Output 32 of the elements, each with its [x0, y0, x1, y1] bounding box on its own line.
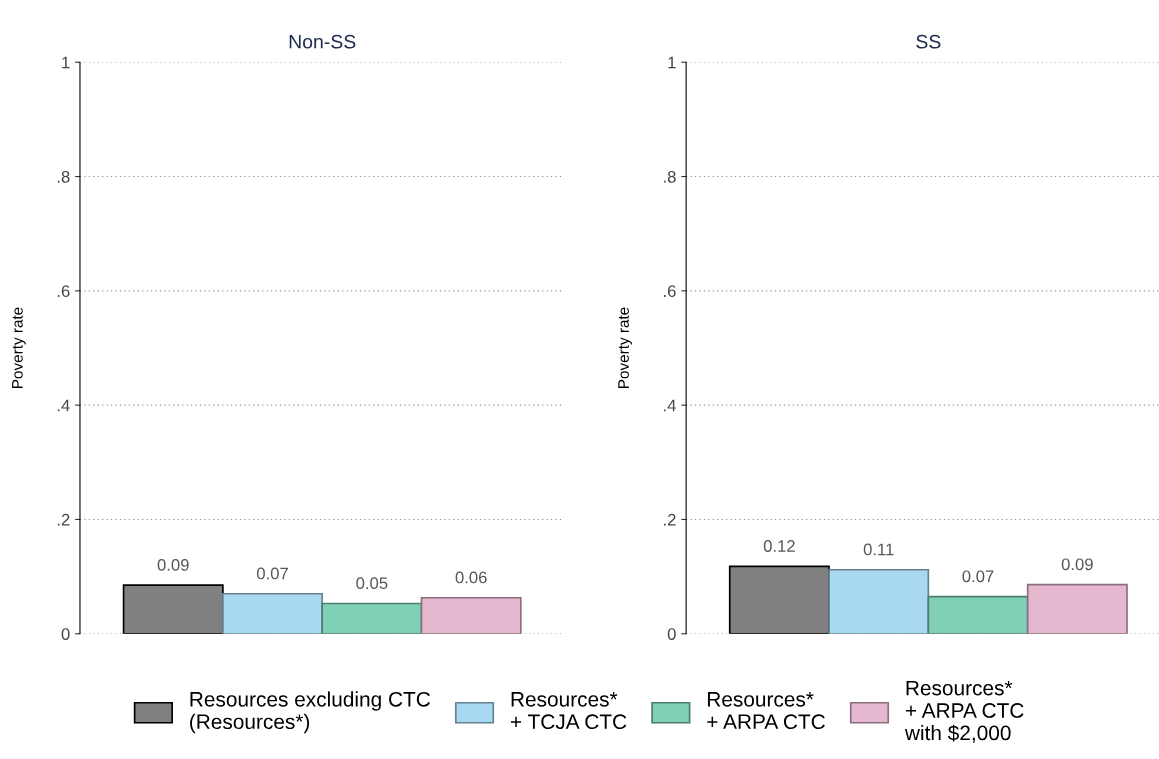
y-tick-label: .4: [664, 399, 676, 412]
data-label: 0.06: [455, 571, 487, 584]
legend-label: Resources* + ARPA CTC: [707, 692, 825, 730]
data-label: 0.05: [356, 577, 388, 590]
y-tick-label: .4: [57, 399, 70, 412]
y-tick-label: .2: [57, 513, 70, 526]
bar: [828, 568, 930, 634]
data-label: 0.09: [1061, 558, 1093, 571]
chart-title: Non-SS: [289, 34, 356, 49]
y-tick-label: .6: [57, 285, 70, 298]
y-tick-label: .2: [664, 513, 676, 526]
bar: [927, 595, 1029, 634]
y-tick-label: .8: [57, 170, 70, 183]
legend-label: Resources excluding CTC (Resources*): [190, 691, 431, 734]
data-label: 0.12: [763, 540, 795, 552]
legend-label: Resources* + ARPA CTC with $2,000: [904, 680, 1024, 743]
data-label: 0.09: [157, 558, 189, 571]
y-tick-label: 0: [667, 628, 676, 640]
data-label: 0.07: [962, 570, 994, 583]
y-axis-title: Poverty rate: [618, 307, 632, 388]
y-tick-label: 0: [61, 628, 70, 640]
bar: [728, 565, 830, 634]
y-tick-label: 1: [62, 56, 70, 69]
data-label: 0.11: [863, 543, 894, 556]
y-tick-label: .6: [664, 285, 676, 298]
legend-label: Resources* + TCJA CTC: [510, 692, 627, 730]
y-tick-label: 1: [668, 56, 676, 69]
y-tick-label: .8: [664, 170, 676, 183]
y-axis-title: Poverty rate: [12, 307, 26, 388]
data-label: 0.07: [256, 567, 288, 580]
bar: [1026, 583, 1128, 634]
chart-title: SS: [916, 34, 941, 49]
